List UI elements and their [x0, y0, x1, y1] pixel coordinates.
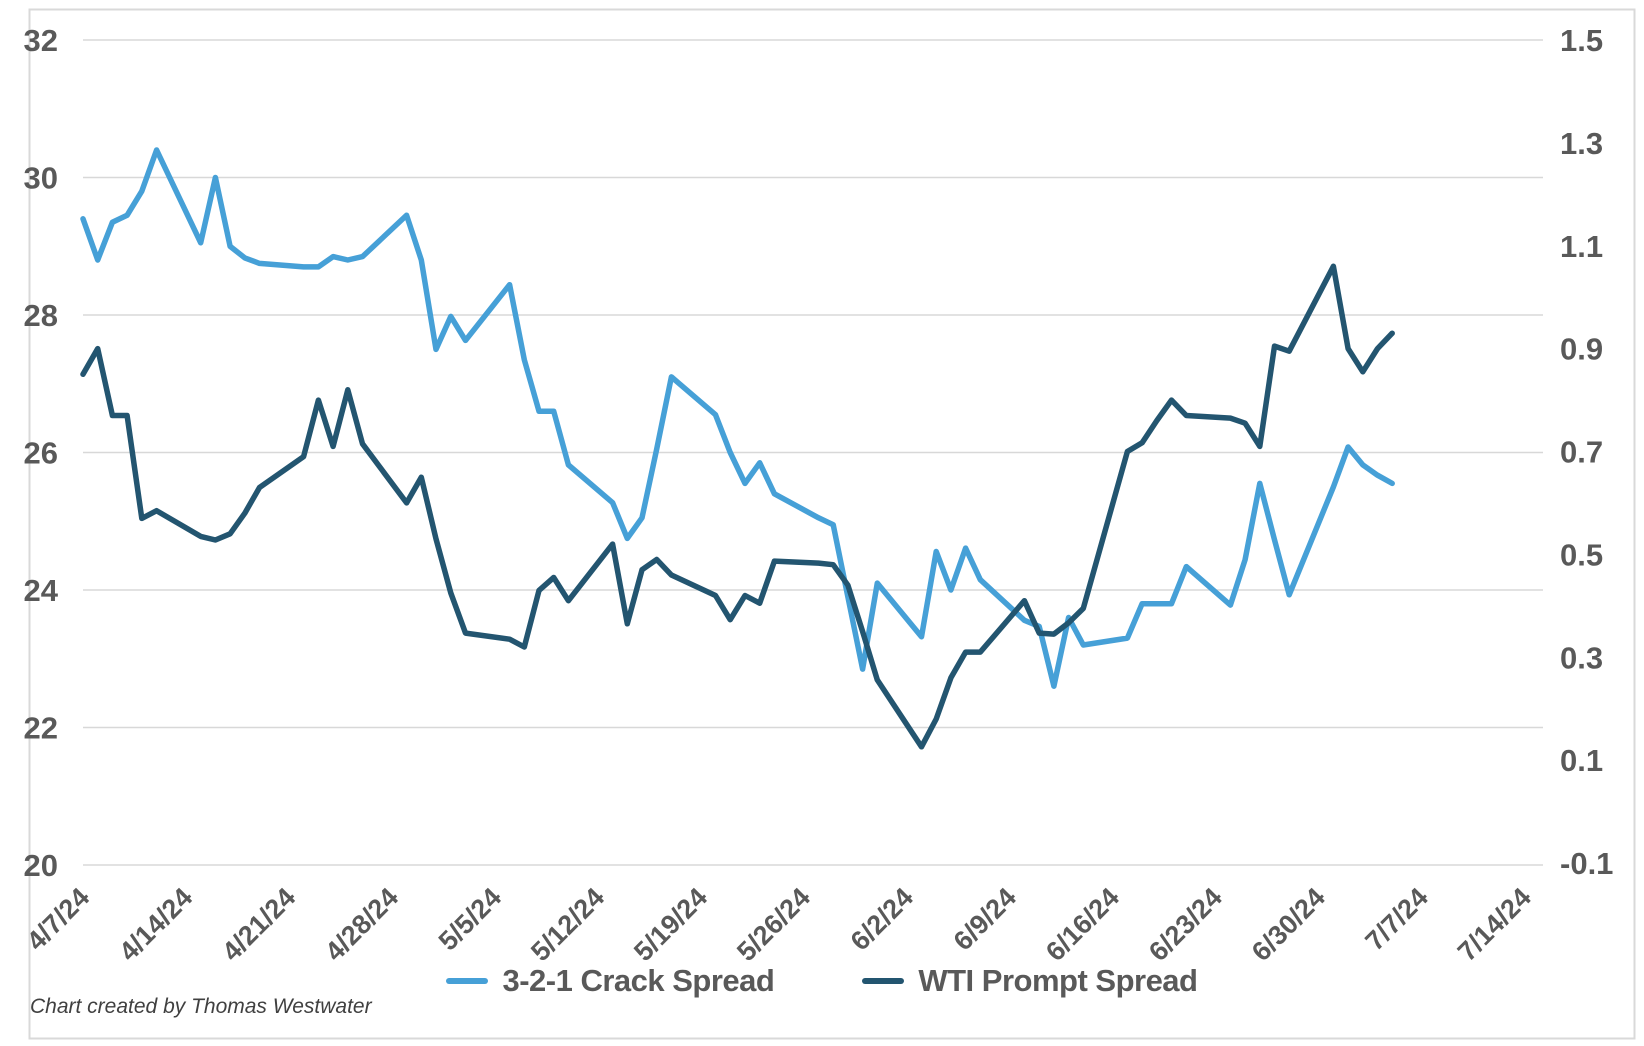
y-right-tick-label: 1.5 [1560, 23, 1603, 58]
y-right-tick-label: 1.3 [1560, 126, 1603, 161]
crack-spread-line-swatch [446, 978, 489, 984]
y-left-tick-label: 30 [24, 161, 58, 196]
y-left-tick-label: 20 [24, 848, 58, 883]
y-axis-right-labels: 1.5 1.3 1.1 0.9 0.7 0.5 0.3 0.1 -0.1 [1560, 23, 1613, 881]
y-axis-left-labels: 32 30 28 26 24 22 20 [24, 23, 59, 883]
wti-prompt-legend-label: WTI Prompt Spread [918, 963, 1198, 998]
y-left-tick-label: 32 [24, 23, 58, 58]
y-left-tick-label: 28 [24, 298, 58, 333]
legend-item-crack-spread: 3-2-1 Crack Spread [446, 963, 775, 999]
wti-prompt-line [80, 263, 1395, 750]
crack-spread-legend-label: 3-2-1 Crack Spread [502, 963, 775, 998]
y-right-tick-label: 0.5 [1560, 537, 1603, 572]
y-left-tick-label: 22 [24, 711, 58, 746]
wti-prompt-line-swatch [862, 978, 905, 984]
gridlines [83, 39, 1543, 866]
y-right-tick-label: 0.3 [1560, 640, 1603, 675]
y-right-tick-label: 0.7 [1560, 435, 1603, 470]
legend: 3-2-1 Crack Spread WTI Prompt Spread [0, 963, 1644, 999]
y-right-tick-label: 1.1 [1560, 229, 1603, 264]
crack-spread-line [80, 147, 1395, 689]
legend-item-wti-prompt: WTI Prompt Spread [862, 963, 1198, 999]
y-left-tick-label: 24 [24, 573, 59, 608]
y-right-tick-label: 0.9 [1560, 332, 1603, 367]
y-left-tick-label: 26 [24, 436, 58, 471]
chart-credit: Chart created by Thomas Westwater [30, 995, 372, 1018]
y-right-tick-label: -0.1 [1560, 846, 1613, 881]
y-right-tick-label: 0.1 [1560, 743, 1603, 778]
